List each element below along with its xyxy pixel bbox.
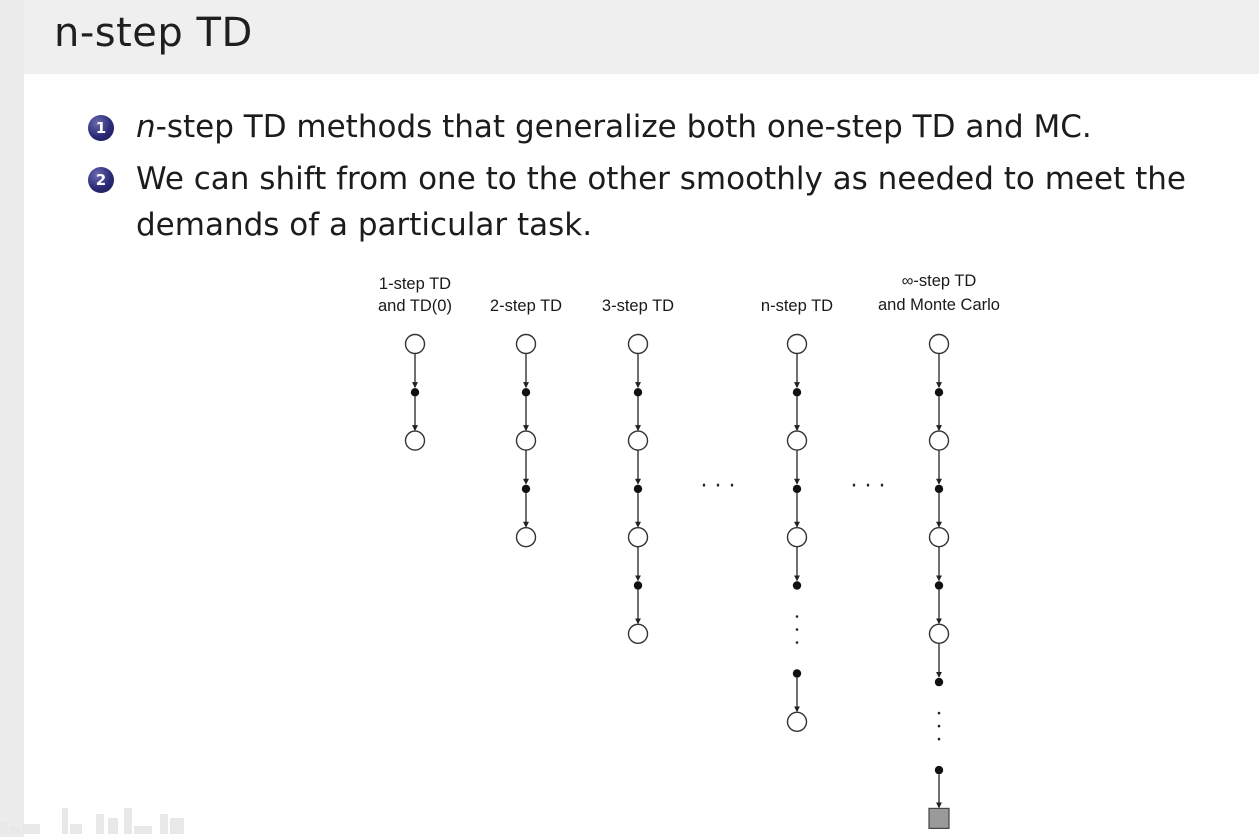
- state-node: [786, 527, 808, 548]
- vertical-ellipsis-dot: [795, 628, 799, 631]
- action-node: [633, 484, 643, 494]
- state-node: [515, 333, 537, 355]
- column-label-infstep-line2: and Monte Carlo: [878, 296, 1000, 314]
- column-label-infstep-line1: ∞-step TD: [902, 272, 977, 290]
- bullet-list: 1 n-step TD methods that generalize both…: [88, 104, 1238, 254]
- vertical-ellipsis-dot: [937, 711, 941, 715]
- column-label-1step-line1: 1-step TD: [379, 275, 451, 293]
- column-label-2step: 2-step TD: [490, 297, 562, 315]
- ellipsis-horizontal: · · ·: [701, 474, 736, 499]
- action-node: [792, 484, 802, 494]
- action-node: [633, 581, 643, 590]
- action-node: [792, 581, 802, 590]
- state-node: [627, 527, 649, 548]
- bullet-item-1: 1 n-step TD methods that generalize both…: [88, 104, 1238, 150]
- action-node: [934, 581, 944, 590]
- action-node: [633, 388, 643, 397]
- action-node: [934, 765, 944, 775]
- bullet-number-icon: 2: [88, 167, 114, 193]
- state-node: [928, 333, 950, 355]
- column-label-3step: 3-step TD: [602, 297, 674, 315]
- vertical-ellipsis-dot: [937, 724, 941, 728]
- vertical-ellipsis-dot: [937, 737, 941, 741]
- state-node: [627, 333, 649, 355]
- vertical-ellipsis-dot: [795, 641, 799, 644]
- bullet-item-2: 2 We can shift from one to the other smo…: [88, 156, 1238, 248]
- state-node: [928, 623, 950, 644]
- bullet-text: We can shift from one to the other smoot…: [136, 161, 1186, 243]
- action-node: [792, 669, 802, 678]
- column-label-1step-line2: and TD(0): [378, 297, 452, 315]
- watermark-marks: [0, 808, 184, 834]
- bullet-italic-text: n: [136, 109, 156, 145]
- state-node: [786, 333, 808, 355]
- state-node: [786, 711, 808, 732]
- action-node: [934, 388, 944, 397]
- state-node: [404, 333, 426, 355]
- state-node: [404, 430, 426, 451]
- state-node: [627, 430, 649, 451]
- column-label-nstep: n-step TD: [761, 297, 833, 315]
- slide-title: n-step TD: [54, 10, 253, 56]
- state-node: [786, 430, 808, 451]
- state-node: [928, 430, 950, 451]
- vertical-ellipsis-dot: [795, 615, 799, 618]
- action-node: [792, 388, 802, 397]
- terminal-state-node: [928, 807, 950, 830]
- slide-title-bar: n-step TD: [24, 0, 1259, 74]
- bullet-text: -step TD methods that generalize both on…: [155, 109, 1092, 145]
- state-node: [515, 430, 537, 451]
- state-node: [515, 527, 537, 548]
- state-node: [928, 527, 950, 548]
- action-node: [934, 677, 944, 687]
- bullet-number-icon: 1: [88, 115, 114, 141]
- action-node: [934, 484, 944, 494]
- state-node: [627, 623, 649, 644]
- ellipsis-horizontal: · · ·: [851, 474, 886, 499]
- action-node: [521, 484, 531, 494]
- left-margin-strip: [0, 0, 24, 837]
- action-node: [410, 388, 420, 397]
- action-node: [521, 388, 531, 397]
